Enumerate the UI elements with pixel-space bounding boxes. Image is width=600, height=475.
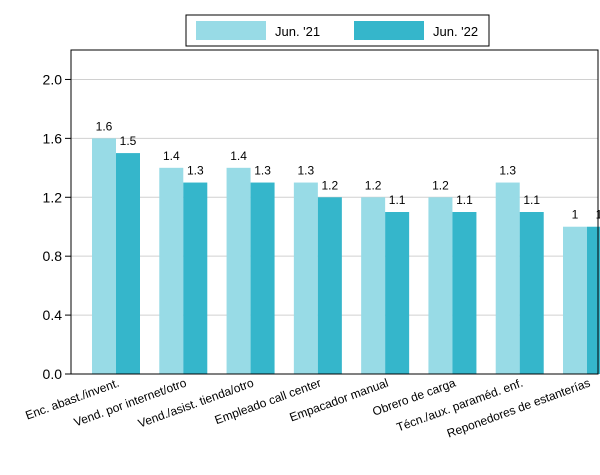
legend: Jun. '21 Jun. '22 xyxy=(185,14,490,47)
y-tick-label: 0.0 xyxy=(43,366,63,382)
bar-jun-21 xyxy=(226,167,251,374)
x-tick-label: Vend./asist. tienda/otro xyxy=(136,376,256,431)
data-label: 1.4 xyxy=(163,149,180,163)
legend-label-jun-22: Jun. '22 xyxy=(433,24,478,39)
data-label: 1.4 xyxy=(230,149,247,163)
data-label: 1.2 xyxy=(432,178,449,192)
bar-jun-21 xyxy=(428,197,453,374)
data-label: 1.3 xyxy=(298,164,315,178)
bar-jun-22 xyxy=(183,182,208,374)
bar-jun-21 xyxy=(159,167,184,374)
bar-jun-22 xyxy=(250,182,275,374)
y-tick-label: 0.4 xyxy=(43,307,63,323)
data-label: 1 xyxy=(572,208,579,222)
bars: 1.6 1.5 1.4 1.3 1.4 1.3 1.3 1.2 1.2 1.1 1.2 1.1 1.3 1… xyxy=(92,119,600,374)
data-label: 1.6 xyxy=(96,119,113,133)
plot-frame xyxy=(70,49,599,375)
data-label: 1.1 xyxy=(456,193,473,207)
y-axis: 0.0 0.4 0.8 1.2 1.6 2.0 xyxy=(43,71,71,382)
bar-jun-21 xyxy=(92,138,116,374)
data-label: 1.2 xyxy=(365,178,382,192)
bar-jun-22 xyxy=(452,212,477,374)
legend-swatch-jun-21 xyxy=(196,21,266,40)
legend-swatch-jun-22 xyxy=(354,21,424,40)
y-tick-label: 2.0 xyxy=(43,71,63,87)
data-label: 1.1 xyxy=(389,193,406,207)
data-label: 1.3 xyxy=(499,164,516,178)
legend-label-jun-21: Jun. '21 xyxy=(275,24,320,39)
data-label: 1.3 xyxy=(254,164,271,178)
data-label: 1.1 xyxy=(523,193,540,207)
bar-jun-21 xyxy=(495,182,520,374)
bar-jun-22 xyxy=(587,226,600,374)
bar-jun-21 xyxy=(293,182,318,374)
y-tick-label: 1.6 xyxy=(43,130,63,146)
bar-jun-22 xyxy=(519,212,544,374)
data-label: 1.3 xyxy=(187,164,204,178)
bar-jun-22 xyxy=(385,212,410,374)
x-tick-label: Vend. por internet/otro xyxy=(72,376,189,430)
data-label: 1.5 xyxy=(120,134,137,148)
x-axis: Enc. abast./invent.Vend. por internet/ot… xyxy=(23,376,592,441)
bar-jun-22 xyxy=(116,153,140,374)
bar-jun-21 xyxy=(361,197,386,374)
data-label: 1.2 xyxy=(322,178,339,192)
y-tick-label: 1.2 xyxy=(43,189,63,205)
bar-jun-22 xyxy=(317,197,342,374)
y-tick-label: 0.8 xyxy=(43,248,63,264)
bar-jun-21 xyxy=(563,226,587,374)
